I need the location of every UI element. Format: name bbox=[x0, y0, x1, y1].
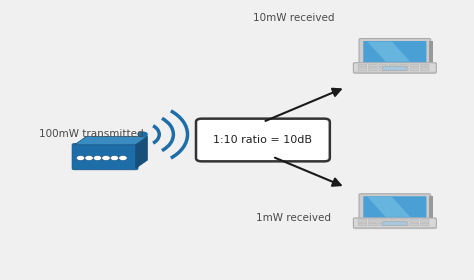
FancyBboxPatch shape bbox=[368, 64, 377, 67]
FancyBboxPatch shape bbox=[429, 196, 433, 218]
FancyBboxPatch shape bbox=[410, 64, 419, 67]
Text: 1mW received: 1mW received bbox=[256, 213, 331, 223]
FancyBboxPatch shape bbox=[429, 41, 433, 62]
FancyBboxPatch shape bbox=[420, 64, 429, 67]
FancyBboxPatch shape bbox=[379, 223, 388, 226]
Circle shape bbox=[85, 155, 93, 160]
FancyBboxPatch shape bbox=[354, 218, 437, 228]
Circle shape bbox=[93, 155, 102, 160]
FancyBboxPatch shape bbox=[389, 64, 398, 67]
FancyBboxPatch shape bbox=[358, 68, 367, 70]
FancyBboxPatch shape bbox=[196, 119, 330, 161]
FancyBboxPatch shape bbox=[72, 143, 138, 170]
FancyBboxPatch shape bbox=[410, 220, 419, 222]
Polygon shape bbox=[136, 137, 147, 168]
Text: 100mW transmitted: 100mW transmitted bbox=[39, 129, 144, 139]
Circle shape bbox=[110, 155, 118, 160]
Polygon shape bbox=[74, 137, 147, 145]
FancyBboxPatch shape bbox=[355, 227, 436, 229]
FancyBboxPatch shape bbox=[379, 64, 388, 67]
FancyBboxPatch shape bbox=[383, 221, 407, 226]
FancyBboxPatch shape bbox=[400, 223, 408, 226]
Text: 1:10 ratio = 10dB: 1:10 ratio = 10dB bbox=[213, 135, 312, 145]
Circle shape bbox=[102, 155, 110, 160]
FancyBboxPatch shape bbox=[368, 220, 377, 222]
FancyBboxPatch shape bbox=[410, 223, 419, 226]
FancyBboxPatch shape bbox=[389, 220, 398, 222]
FancyBboxPatch shape bbox=[359, 194, 431, 220]
Circle shape bbox=[76, 155, 85, 160]
FancyBboxPatch shape bbox=[420, 220, 429, 222]
FancyBboxPatch shape bbox=[379, 68, 388, 70]
FancyBboxPatch shape bbox=[363, 196, 427, 218]
Polygon shape bbox=[367, 197, 410, 217]
FancyBboxPatch shape bbox=[383, 66, 407, 70]
FancyBboxPatch shape bbox=[420, 223, 429, 226]
FancyBboxPatch shape bbox=[400, 220, 408, 222]
Circle shape bbox=[137, 131, 148, 137]
FancyBboxPatch shape bbox=[368, 68, 377, 70]
Polygon shape bbox=[367, 41, 410, 62]
Text: 10mW received: 10mW received bbox=[253, 13, 334, 23]
FancyBboxPatch shape bbox=[389, 68, 398, 70]
FancyBboxPatch shape bbox=[389, 223, 398, 226]
FancyBboxPatch shape bbox=[410, 68, 419, 70]
FancyBboxPatch shape bbox=[354, 63, 437, 73]
FancyBboxPatch shape bbox=[359, 39, 431, 65]
FancyBboxPatch shape bbox=[379, 220, 388, 222]
FancyBboxPatch shape bbox=[420, 68, 429, 70]
FancyBboxPatch shape bbox=[400, 68, 408, 70]
FancyBboxPatch shape bbox=[358, 220, 367, 222]
FancyBboxPatch shape bbox=[355, 72, 436, 74]
FancyBboxPatch shape bbox=[400, 64, 408, 67]
FancyBboxPatch shape bbox=[358, 64, 367, 67]
Circle shape bbox=[118, 155, 127, 160]
FancyBboxPatch shape bbox=[368, 223, 377, 226]
FancyBboxPatch shape bbox=[363, 41, 427, 62]
FancyBboxPatch shape bbox=[358, 223, 367, 226]
